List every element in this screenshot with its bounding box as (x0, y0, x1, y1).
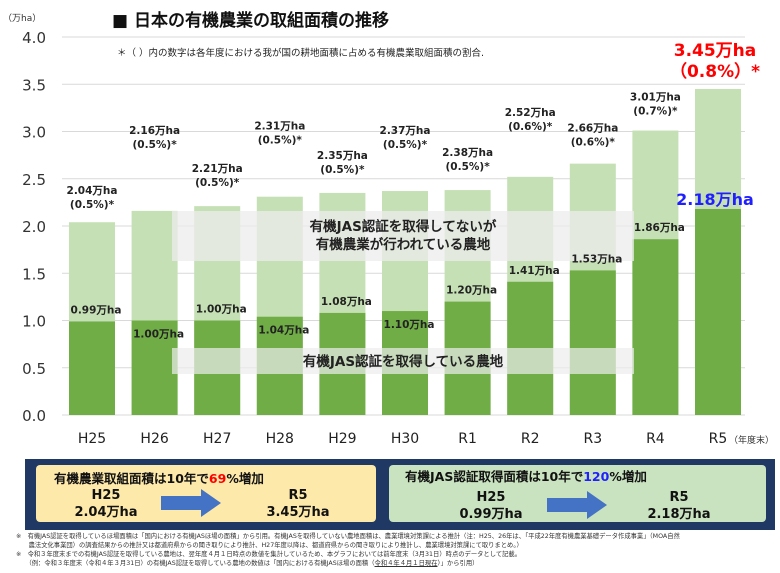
y-tick-label: 1.0 (22, 313, 46, 331)
footnote-line: 農法文化事業団）の調査結果からの推計又は都道府県からの聞き取りにより推計、H27… (16, 542, 523, 549)
jas-value-label: 1.20万ha (446, 285, 497, 297)
total-value-label: 3.45万ha (674, 41, 757, 61)
total-percent-label: （0.8%）* (670, 61, 760, 82)
total-percent-label: (0.5%)* (383, 139, 428, 151)
total-value-label: 2.52万ha (505, 107, 556, 119)
heading-percent: 120 (583, 469, 610, 484)
heading-text-suffix: %増加 (609, 469, 647, 484)
total-value-label: 2.31万ha (254, 121, 305, 133)
footnote-text: （例：令和３年度末（令和４年３月31日）の有機JAS認証を取得している農地の数値… (16, 560, 375, 567)
x-tick-label: R5 (709, 431, 728, 447)
total-percent-label: (0.6%)* (508, 121, 553, 133)
y-tick-label: 1.5 (22, 265, 46, 283)
bar-chart: 0.0 0.5 1.0 1.5 2.0 2.5 3.0 3.5 4.0 H25 H26 H27 H28 H… (22, 29, 774, 447)
jas-value-label: 0.99万ha (71, 304, 122, 316)
total-value-label: 2.21万ha (192, 163, 243, 175)
from-year: H25 (91, 488, 121, 503)
total-value-label: 2.35万ha (317, 150, 368, 162)
footnotes: ※ 有機JAS認証を取得しているほ場面積は「国内における有機JASほ場の面積」か… (16, 532, 776, 568)
total-value-label: 2.38万ha (442, 147, 493, 159)
y-tick-label: 3.0 (22, 124, 46, 142)
to-year: R5 (288, 488, 308, 503)
bar-jas (632, 239, 679, 415)
total-value-label: 2.66万ha (567, 123, 618, 135)
jas-value-label: 1.00万ha (133, 329, 184, 341)
from-value: 0.99万ha (459, 507, 523, 522)
total-percent-label: (0.5%)* (320, 164, 365, 176)
total-value-label: 2.37万ha (380, 125, 431, 137)
chart-note: ＊（ ）内の数字は各年度における我が国の耕地面積に占める有機農業取組面積の割合. (117, 48, 485, 59)
footnote-line: （例：令和３年度末（令和４年３月31日）の有機JAS認証を取得している農地の数値… (16, 559, 776, 568)
summary-jas-box: 有機JAS認証取得面積は10年で120%増加 H25 0.99万ha R5 2.18… (389, 465, 766, 522)
total-percent-label: (0.6%)* (571, 137, 616, 149)
to-value: 2.18万ha (647, 507, 711, 522)
annotation-band (172, 211, 634, 261)
jas-value-label: 1.04万ha (258, 325, 309, 337)
x-tick-label: H26 (140, 431, 168, 447)
jas-value-label: 1.53万ha (571, 253, 622, 265)
total-percent-label: (0.5%)* (70, 199, 115, 211)
y-tick-label: 2.0 (22, 218, 46, 236)
x-tick-label: R3 (583, 431, 602, 447)
x-tick-label: R4 (646, 431, 665, 447)
x-tick-label: R1 (458, 431, 477, 447)
from-year: H25 (476, 490, 506, 505)
bar-jas (131, 320, 178, 415)
summary-total-heading: 有機農業取組面積は10年で69%増加 (54, 468, 264, 487)
total-percent-label: (0.7%)* (633, 106, 678, 118)
bar-jas (569, 270, 616, 415)
total-value-label: 2.16万ha (129, 125, 180, 137)
jas-value-label: 1.10万ha (384, 319, 435, 331)
x-tick-label: H27 (203, 431, 231, 447)
jas-value-label: 1.00万ha (196, 304, 247, 316)
heading-percent: 69 (208, 471, 227, 486)
summary-jas-heading: 有機JAS認証取得面積は10年で120%増加 (405, 466, 647, 485)
jas-value-label: 2.18万ha (676, 190, 754, 209)
heading-text: 有機JAS認証取得面積は10年で (405, 469, 584, 484)
total-value-label: 3.01万ha (630, 92, 681, 104)
y-tick-label: 2.5 (22, 171, 46, 189)
annotation-unlicensed-line2: 有機農業が行われている農地 (316, 236, 491, 253)
arrow-right-icon (161, 489, 221, 517)
total-percent-label: (0.5%)* (195, 177, 240, 189)
page-title: ■ 日本の有機農業の取組面積の推移 (112, 11, 389, 31)
bar-jas (695, 208, 741, 415)
bar-jas (69, 321, 115, 415)
total-value-label: 2.04万ha (67, 185, 118, 197)
footnote-underlined: 令和４年４月１日現在 (374, 560, 438, 567)
x-tick-label: H25 (78, 431, 106, 447)
jas-value-label: 1.41万ha (509, 265, 560, 277)
y-axis-unit: （万ha） (3, 14, 42, 24)
footnote-text: ）」から引用） (437, 560, 479, 567)
y-tick-label: 0.0 (22, 407, 46, 425)
from-value: 2.04万ha (74, 505, 138, 520)
summary-panel: 有機農業取組面積は10年で69%増加 H25 2.04万ha R5 3.45万ha … (25, 459, 775, 530)
jas-value-label: 1.08万ha (321, 296, 372, 308)
jas-value-label: 1.86万ha (634, 222, 685, 234)
total-percent-label: (0.5%)* (445, 161, 490, 173)
y-tick-label: 4.0 (22, 29, 46, 47)
y-tick-label: 3.5 (22, 76, 46, 94)
arrow-right-icon (547, 491, 607, 519)
footnote-line: ※ 有機JAS認証を取得しているほ場面積は「国内における有機JASほ場の面積」か… (16, 533, 680, 540)
x-tick-label: H28 (266, 431, 294, 447)
total-percent-label: (0.5%)* (258, 135, 303, 147)
to-year: R5 (669, 490, 689, 505)
annotation-unlicensed-line1: 有機JAS認証を取得してないが (310, 218, 497, 235)
annotation-licensed: 有機JAS認証を取得している農地 (303, 353, 504, 370)
total-percent-label: (0.5%)* (132, 139, 177, 151)
annotation-band (172, 348, 634, 374)
heading-text-suffix: %増加 (226, 471, 264, 486)
y-tick-label: 0.5 (22, 360, 46, 378)
x-tick-label: R2 (521, 431, 540, 447)
heading-text: 有機農業取組面積は10年で (54, 471, 209, 486)
footnote-line: ※ 令和３年度末までの有機JAS認証を取得している農地は、翌年度４月１日時点の数… (16, 551, 522, 558)
to-value: 3.45万ha (266, 505, 330, 520)
x-tick-label: H30 (391, 431, 419, 447)
x-axis-unit: （年度末） (729, 434, 774, 446)
x-tick-label: H29 (328, 431, 356, 447)
summary-total-box: 有機農業取組面積は10年で69%増加 H25 2.04万ha R5 3.45万ha (36, 465, 376, 522)
